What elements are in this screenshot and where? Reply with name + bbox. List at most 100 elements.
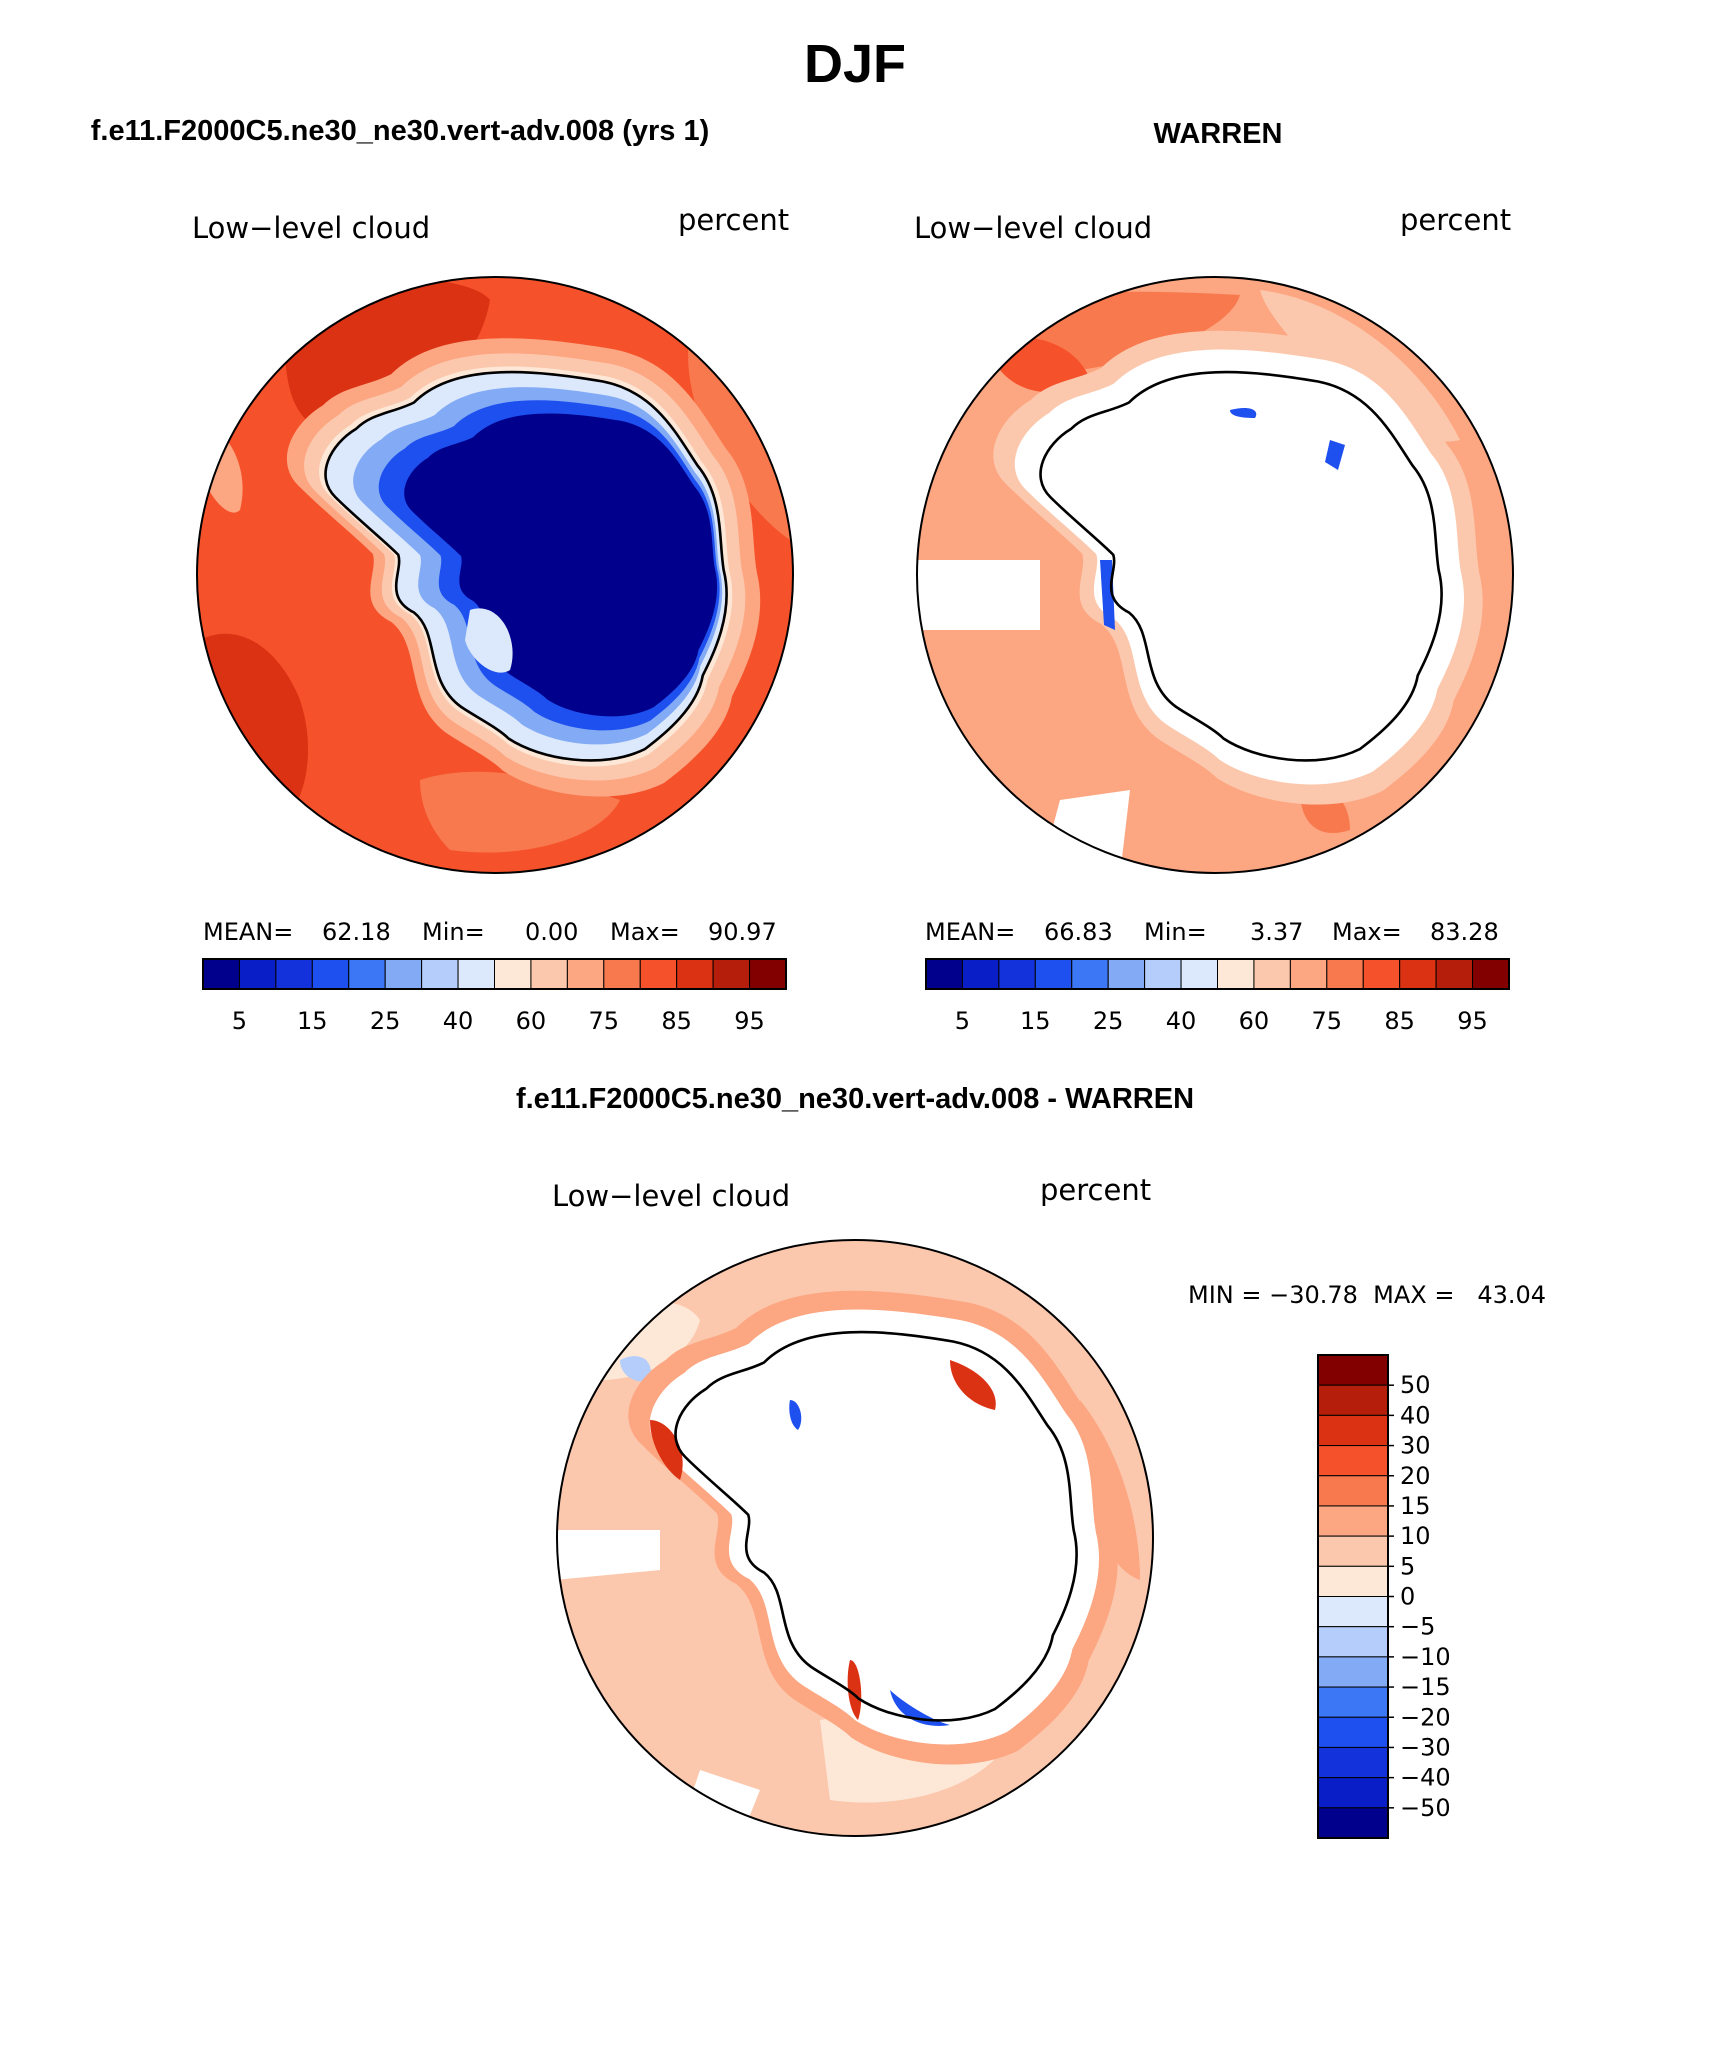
panel-a-colorbar-swatch bbox=[749, 958, 787, 990]
panel-a-dark-region-southwest bbox=[200, 633, 309, 830]
panel-b-map-border bbox=[916, 276, 1514, 874]
diff-colorbar-tick-label: 15 bbox=[1400, 1492, 1431, 1520]
panel-a-colorbar-swatch bbox=[238, 958, 277, 990]
diff-colorbar-tick-label: −15 bbox=[1400, 1673, 1451, 1701]
panel-a-colorbar-swatch bbox=[494, 958, 532, 990]
panel-a-colorbar-swatch bbox=[457, 958, 495, 990]
diff-colorbar-tick-label: 50 bbox=[1400, 1371, 1431, 1399]
diff-colorbar-tick-label: 20 bbox=[1400, 1462, 1431, 1490]
panel-a-mean-label: MEAN= bbox=[203, 918, 293, 946]
panel-b-field-label: Low−level cloud bbox=[914, 211, 1152, 245]
diff-blue-patch-north bbox=[789, 1400, 802, 1430]
panel-a-mean-value: 62.18 bbox=[322, 918, 391, 946]
panel-b-colorbar-swatch bbox=[1362, 958, 1401, 990]
diff-colorbar-swatch bbox=[1317, 1716, 1389, 1748]
season-title: DJF bbox=[804, 34, 906, 94]
diff-missing-sector-west bbox=[557, 1530, 660, 1580]
diff-colorbar-tick-label: −40 bbox=[1400, 1764, 1451, 1792]
panel-a-colorbar-tick-label: 85 bbox=[661, 1007, 692, 1035]
panel-b-colorbar-swatch bbox=[1144, 958, 1182, 990]
panel-b-mean-value: 66.83 bbox=[1044, 918, 1113, 946]
diff-colorbar-swatch bbox=[1317, 1535, 1389, 1567]
diff-colorbar-tick-label: −30 bbox=[1400, 1733, 1451, 1761]
panel-b-dark-patch-northwest bbox=[1000, 337, 1090, 393]
panel-b-missing-sector-west bbox=[917, 560, 1040, 630]
diff-field-label: Low−level cloud bbox=[552, 1179, 790, 1213]
panel-a-colorbar-swatch bbox=[566, 958, 605, 990]
diff-colorbar-tick-label: −50 bbox=[1400, 1794, 1451, 1822]
panel-a-ice-cavity bbox=[465, 608, 513, 673]
diff-colorbar-swatch bbox=[1317, 1414, 1389, 1447]
diff-colorbar-swatch bbox=[1317, 1807, 1389, 1839]
panel-a-colorbar-swatch bbox=[639, 958, 678, 990]
diff-dark-patch-peninsula bbox=[650, 1420, 683, 1480]
diff-map bbox=[557, 1240, 1153, 1836]
panel-a-colorbar-swatch bbox=[603, 958, 641, 990]
panel-b-colorbar-swatch bbox=[1253, 958, 1291, 990]
panel-a-max-value: 90.97 bbox=[708, 918, 777, 946]
diff-colorbar-tick-label: 10 bbox=[1400, 1522, 1431, 1550]
panel-b-colorbar-swatch bbox=[1472, 958, 1510, 990]
panel-b-colorbar-swatch bbox=[1289, 958, 1328, 990]
panel-b-colorbar-swatch bbox=[961, 958, 1000, 990]
panel-b-stats: MEAN= 66.83 Min= 3.37 Max= 83.28 bbox=[925, 918, 1499, 946]
panel-a-colorbar-tick-label: 5 bbox=[232, 1007, 247, 1035]
panel-a-map bbox=[197, 277, 793, 873]
panel-a-colorbar-tick-label: 25 bbox=[370, 1007, 401, 1035]
panel-b-units-label: percent bbox=[1400, 203, 1511, 237]
diff-dark-patch-south bbox=[847, 1660, 862, 1720]
panel-a-colorbar-swatch bbox=[275, 958, 313, 990]
panel-a-colorbar-tick-label: 95 bbox=[734, 1007, 765, 1035]
diff-colorbar-tick-label: 40 bbox=[1400, 1401, 1431, 1429]
panel-a-units-label: percent bbox=[678, 203, 789, 237]
diff-colorbar-swatch bbox=[1317, 1626, 1389, 1658]
panel-b-colorbar-swatch bbox=[1326, 958, 1364, 990]
diff-colorbar-swatch bbox=[1317, 1475, 1389, 1507]
diff-minmax-text: MIN = −30.78 MAX = 43.04 bbox=[1188, 1281, 1546, 1309]
panel-b-colorbar-tick-label: 40 bbox=[1166, 1007, 1197, 1035]
panel-a-colorbar-swatch bbox=[384, 958, 423, 990]
panel-a-colorbar-tick-label: 15 bbox=[297, 1007, 328, 1035]
panel-b-colorbar-swatch bbox=[1217, 958, 1255, 990]
diff-colorbar-swatch bbox=[1317, 1505, 1389, 1537]
panel-b-colorbar-swatch bbox=[1180, 958, 1218, 990]
diff-colorbar-swatch bbox=[1317, 1445, 1389, 1477]
panel-a-case-title: f.e11.F2000C5.ne30_ne30.vert-adv.008 (yr… bbox=[91, 115, 710, 147]
diff-colorbar-tick-label: 30 bbox=[1400, 1432, 1431, 1460]
panel-a-colorbar-tick-label: 75 bbox=[589, 1007, 620, 1035]
panel-b-colorbar-swatch bbox=[1071, 958, 1109, 990]
panel-b-max-value: 83.28 bbox=[1430, 918, 1499, 946]
panel-a-min-value: 0.00 bbox=[525, 918, 578, 946]
panel-a-min-label: Min= bbox=[422, 918, 485, 946]
diff-colorbar-swatch bbox=[1317, 1384, 1389, 1416]
panel-b-blue-patch-north bbox=[1230, 407, 1257, 418]
diff-colorbar-tick-label: −20 bbox=[1400, 1703, 1451, 1731]
panel-b-colorbar-tick-label: 25 bbox=[1093, 1007, 1124, 1035]
diff-colorbar-tick-label: 0 bbox=[1400, 1583, 1415, 1611]
panel-b-colorbar: 5 15 25 40 60 75 85 95 bbox=[925, 958, 1510, 1035]
diff-title: f.e11.F2000C5.ne30_ne30.vert-adv.008 - W… bbox=[516, 1083, 1194, 1115]
diff-colorbar-swatch bbox=[1317, 1596, 1389, 1628]
panel-b-colorbar-swatch bbox=[925, 958, 963, 990]
panel-a-colorbar-frame bbox=[202, 958, 787, 990]
panel-b-colorbar-tick-label: 85 bbox=[1384, 1007, 1415, 1035]
panel-b-colorbar-swatch bbox=[998, 958, 1036, 990]
diff-colorbar-swatch bbox=[1317, 1656, 1389, 1688]
panel-a-colorbar-swatch bbox=[311, 958, 350, 990]
panel-b-colorbar-swatch bbox=[1399, 958, 1437, 990]
panel-b-colorbar-tick-label: 15 bbox=[1020, 1007, 1051, 1035]
panel-b-colorbar-swatch bbox=[1034, 958, 1073, 990]
diff-colorbar-swatch bbox=[1317, 1354, 1389, 1386]
panel-a-colorbar-swatch bbox=[421, 958, 459, 990]
diff-map-border bbox=[556, 1239, 1154, 1837]
diff-colorbar-swatch bbox=[1317, 1777, 1389, 1809]
panel-a-mid-region-east bbox=[688, 330, 790, 540]
diff-blue-patch-northwest bbox=[620, 1356, 651, 1382]
panel-b-blue-patch-east bbox=[1325, 440, 1345, 470]
panel-b-colorbar-tick-label: 60 bbox=[1239, 1007, 1270, 1035]
diff-colorbar-swatch bbox=[1317, 1565, 1389, 1597]
panel-b-colorbar-swatch bbox=[1107, 958, 1146, 990]
panel-a-colorbar-swatch bbox=[712, 958, 751, 990]
diff-colorbar-tick-label: −10 bbox=[1400, 1643, 1451, 1671]
